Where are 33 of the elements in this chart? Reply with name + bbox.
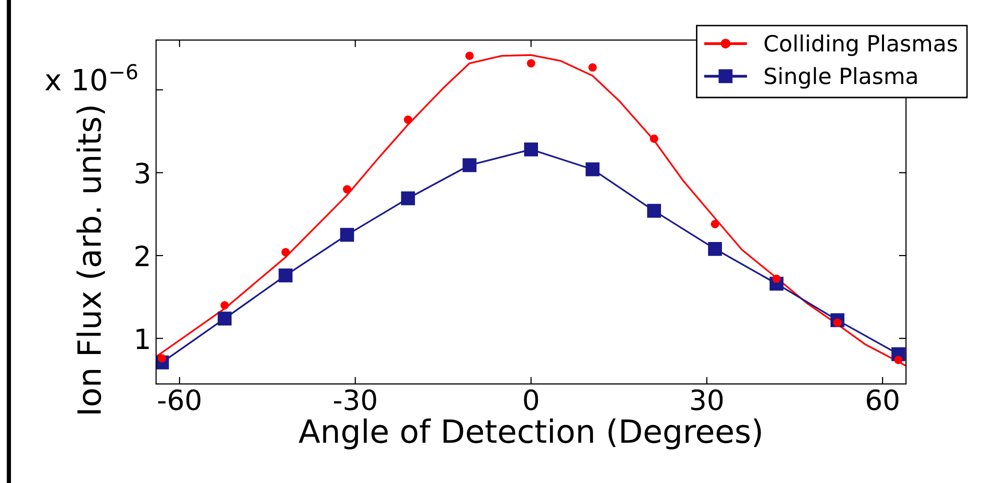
point: [278, 268, 293, 282]
x-tick-label: 30: [691, 389, 723, 410]
point: [524, 142, 538, 156]
point: [281, 248, 290, 256]
y-tick-label: 2: [136, 245, 148, 266]
point: [401, 191, 415, 206]
legend-label: Colliding Plasmas: [764, 34, 958, 56]
point: [588, 63, 597, 72]
y-tick-label: 3: [136, 162, 150, 184]
point: [772, 274, 781, 283]
point: [586, 162, 600, 176]
point: [650, 134, 658, 143]
point: [218, 312, 232, 326]
point: [710, 220, 720, 228]
y-tick-label: 1: [136, 328, 149, 349]
point: [220, 301, 229, 310]
point: [342, 185, 352, 194]
x-tick-label: 60: [866, 389, 898, 410]
y-axis-title: Ion Flux (arb. units): [76, 106, 105, 414]
point: [708, 242, 722, 256]
x-tick-label: -60: [158, 389, 200, 410]
point: [462, 158, 476, 172]
point: [404, 115, 412, 124]
point: [340, 228, 354, 242]
point: [894, 356, 903, 364]
point: [526, 59, 536, 68]
legend-label: Single Plasma: [764, 67, 917, 89]
x-axis-title: Angle of Detection (Degrees): [298, 418, 761, 450]
point: [647, 204, 662, 218]
x-tick-label: 0: [524, 389, 538, 410]
text: x 10$^{−6}$: [45, 64, 138, 91]
x-tick-label: -30: [334, 389, 376, 410]
point: [465, 52, 474, 60]
